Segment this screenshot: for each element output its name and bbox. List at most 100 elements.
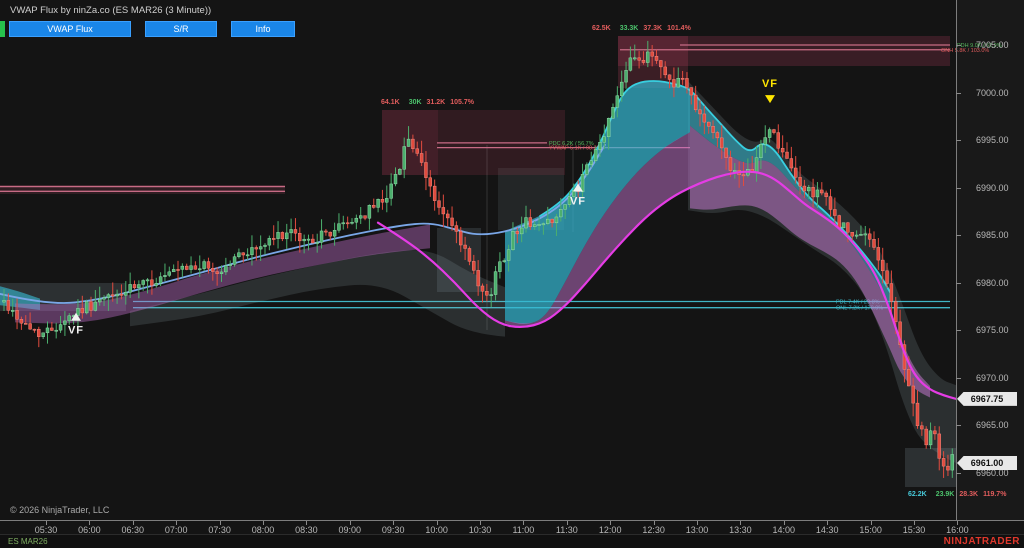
time-tick (132, 521, 134, 525)
time-tick (480, 521, 481, 525)
time-tick (653, 521, 655, 525)
indicator-toolbar: VWAP Flux S/R Info (0, 21, 309, 37)
time-tick (349, 521, 351, 525)
vf-marker: VF (68, 312, 84, 337)
time-tick-label: 07:00 (164, 525, 188, 535)
vf-triangle-up-icon (573, 183, 583, 192)
price-tick-label: 6960.00 (976, 467, 1009, 478)
price-tick (956, 425, 961, 426)
time-tick (436, 521, 438, 525)
time-tick-label: 13:00 (685, 525, 709, 535)
candles-layer (2, 40, 954, 478)
time-tick (306, 521, 308, 525)
price-tick-label: 6975.00 (976, 325, 1009, 335)
time-tick-label: 11:30 (555, 525, 578, 535)
volume-stat-label: 64.1K 30K 31.2K 105.7% (381, 99, 475, 106)
time-tick-label: 12:00 (598, 525, 622, 535)
bottom-tab-strip: ES MAR26 NINJATRADER (0, 534, 1024, 548)
time-tick-label: 15:00 (859, 525, 882, 535)
vwap-flux-button[interactable]: VWAP Flux (9, 21, 131, 37)
time-tick (219, 521, 221, 525)
gray-band-left (130, 249, 505, 337)
volume-stat-label: 62.5K 33.3K 37.3K 101.4% (592, 25, 692, 32)
price-tick (956, 140, 961, 141)
time-tick (393, 521, 395, 525)
time-tick-label: 09:30 (381, 525, 405, 535)
price-axis-gutter[interactable] (957, 0, 1024, 520)
time-tick-label: 10:30 (468, 525, 492, 535)
price-tick (956, 45, 961, 46)
price-tick (956, 187, 961, 189)
price-tick (956, 377, 961, 379)
price-badge: 6967.75 (957, 391, 1017, 406)
price-tick (956, 472, 961, 474)
price-badge: 6961.00 (957, 456, 1017, 470)
time-tick (740, 521, 742, 525)
time-tick-label: 06:30 (121, 525, 145, 535)
time-tick-label: 11:00 (512, 525, 535, 535)
time-tick-label: 09:00 (338, 525, 362, 535)
purple-band-right (690, 125, 930, 398)
zone-box (618, 36, 950, 66)
vf-marker: VF (570, 183, 585, 208)
time-tick (783, 521, 785, 525)
sr-line-label: PDC 6.2K / 56.7% (549, 141, 594, 147)
time-tick-label: 08:30 (295, 525, 318, 535)
time-tick-label: 12:30 (642, 525, 665, 535)
time-tick-label: 16:00 (946, 525, 969, 535)
time-tick (89, 521, 91, 525)
toolbar-accent-bar (0, 21, 5, 37)
vf-label: VF (762, 78, 778, 90)
time-tick-label: 07:30 (208, 525, 231, 535)
time-tick-label: 13:30 (729, 525, 752, 535)
price-axis-line (956, 0, 957, 520)
time-tick-label: 14:30 (815, 525, 839, 535)
price-tick-label: 6970.00 (976, 372, 1009, 383)
price-tick (956, 330, 961, 331)
price-tick (956, 92, 961, 94)
sr-line-label: YVWAP 5.1K / 98.2% (549, 146, 602, 152)
price-tick-label: 6995.00 (976, 135, 1009, 145)
purple-band-mid (505, 132, 690, 327)
time-tick-label: 10:00 (425, 525, 448, 535)
sr-line-label: ONL 7.2K / 170.9% (836, 306, 883, 312)
info-button[interactable]: Info (231, 21, 295, 37)
vf-label: VF (68, 325, 84, 337)
time-tick-label: 08:00 (251, 525, 275, 535)
vf-triangle-up-icon (71, 312, 81, 321)
teal-band-mid (505, 80, 690, 324)
price-tick-label: 6965.00 (976, 420, 1009, 430)
time-tick (827, 521, 829, 525)
price-tick-label: 7005.00 (976, 40, 1009, 50)
time-tick (46, 521, 47, 525)
time-tick-label: 14:00 (772, 525, 796, 535)
window-title: VWAP Flux by ninZa.co (ES MAR26 (3 Minut… (10, 5, 212, 16)
sr-line-label: PDL 7.4K / 29.8% (836, 300, 880, 306)
copyright-text: © 2026 NinjaTrader, LLC (10, 505, 110, 515)
price-chart[interactable]: PDH 9.0K / 62.9%ONH 5.8K / 103.0% PDC 6.2… (0, 0, 1024, 520)
zone-box (0, 185, 285, 194)
time-tick (523, 521, 525, 525)
ninjatrader-logo: NINJATRADER (943, 536, 1020, 547)
time-tick (263, 521, 264, 525)
time-tick (957, 521, 959, 525)
time-tick (697, 521, 698, 525)
price-tick-label: 6990.00 (976, 182, 1009, 193)
time-axis-line (0, 520, 1024, 521)
time-tick (914, 521, 915, 525)
sr-button[interactable]: S/R (145, 21, 217, 37)
purple-band-left (15, 224, 430, 324)
time-tick (176, 521, 178, 525)
price-tick-label: 6985.00 (976, 230, 1009, 240)
time-tick (566, 521, 568, 525)
price-tick-label: 7000.00 (976, 87, 1009, 98)
sr-line-label: PDH 9.0K / 62.9% (957, 43, 1002, 49)
time-tick (610, 521, 612, 525)
time-tick (870, 521, 872, 525)
time-tick-label: 06:00 (78, 525, 101, 535)
vf-marker: VF (762, 78, 778, 104)
instrument-tab[interactable]: ES MAR26 (8, 537, 48, 546)
vf-triangle-down-icon (765, 95, 775, 104)
sr-line-label: ONH 5.8K / 103.0% (941, 48, 989, 54)
